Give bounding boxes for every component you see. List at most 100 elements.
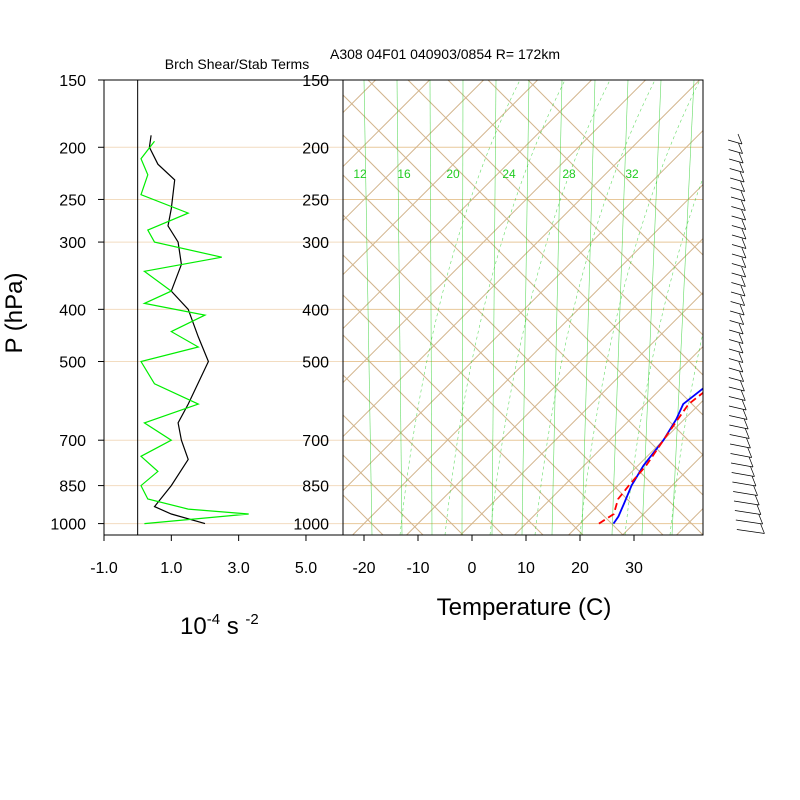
skewt-background-grid <box>0 80 800 535</box>
wind-barb <box>729 168 744 173</box>
wind-barb <box>728 377 744 382</box>
wind-barb <box>732 481 757 487</box>
isotherm <box>568 399 703 535</box>
pressure-tick-left: 400 <box>59 302 86 319</box>
temperature-dewpoint-series <box>598 387 703 525</box>
wind-barb-flag <box>741 200 746 211</box>
wind-barb <box>731 225 746 230</box>
wind-barb <box>731 253 747 259</box>
left-panel-title: Brch Shear/Stab Terms <box>165 56 309 72</box>
shear-tick-label: 3.0 <box>228 560 250 577</box>
wind-barb-flag <box>750 466 755 477</box>
wind-barb <box>729 424 749 430</box>
dry-adiabat <box>367 80 703 416</box>
temperature-axis-label: Temperature (C) <box>437 594 612 621</box>
mixing-ratio-line <box>551 80 563 535</box>
moist-adiabat <box>669 331 703 535</box>
pressure-tick-skew: 500 <box>302 355 329 372</box>
shear-tick-label: 5.0 <box>295 560 317 577</box>
wind-barb <box>730 310 745 316</box>
temperature-profile <box>612 387 703 525</box>
dry-adiabat <box>343 454 424 535</box>
moist-adiabat <box>624 177 703 535</box>
mixing-ratio-line <box>396 80 403 535</box>
dry-adiabat <box>343 334 544 535</box>
temperature-tick-label: 10 <box>517 560 535 577</box>
pressure-tick-skew: 150 <box>302 73 329 90</box>
wind-barb-flag <box>741 257 747 268</box>
run-id-title: A308 04F01 040903/0854 R= 172km <box>330 46 560 62</box>
isotherm <box>343 129 703 492</box>
isotherm <box>343 80 592 330</box>
dry-adiabat <box>343 494 384 535</box>
stab-term-line <box>139 140 249 525</box>
shear-tick-label: 1.0 <box>160 560 182 577</box>
wind-barb-flag <box>754 494 760 506</box>
wind-barb-flag <box>741 276 746 287</box>
wind-barb <box>735 519 763 525</box>
wind-barb-flag <box>738 361 744 373</box>
wind-barb <box>731 206 746 211</box>
isotherm <box>460 291 703 535</box>
wind-barb-flag <box>738 342 744 354</box>
temperature-tick-label: 30 <box>625 560 643 577</box>
mixing-ratio-line <box>429 80 433 535</box>
shear-tick-label: -1.0 <box>90 560 118 577</box>
pressure-tick-skew: 300 <box>302 235 329 252</box>
units-exponent-2: -2 <box>245 611 258 628</box>
isotherm <box>676 507 703 535</box>
wind-barb-flag <box>737 133 743 145</box>
isotherm <box>343 80 700 438</box>
wind-barb <box>733 491 758 496</box>
wind-barb-flag <box>741 247 747 259</box>
pressure-tick-skew: 850 <box>302 479 329 496</box>
shear-stab-series <box>139 135 249 525</box>
isotherm <box>343 80 430 168</box>
wind-barb-flag <box>741 266 746 278</box>
mixing-ratio-line <box>461 80 464 535</box>
mixing-ratio-label: 16 <box>397 167 411 181</box>
moist-adiabat <box>579 80 701 535</box>
mixing-ratio-line <box>611 80 629 535</box>
wind-barb-flag <box>741 219 747 230</box>
wind-barb-flag <box>740 390 746 401</box>
dry-adiabat <box>527 80 703 256</box>
isotherm <box>785 80 800 535</box>
wind-barb-flag <box>741 399 747 411</box>
wind-barb-flag <box>738 352 744 363</box>
wind-barb <box>730 196 746 202</box>
units-base: 10 <box>180 613 207 640</box>
isotherm <box>406 237 703 535</box>
wind-barb-flag <box>740 190 746 202</box>
wind-barb-flag <box>738 333 744 344</box>
wind-barb <box>731 234 747 240</box>
dry-adiabat <box>487 80 703 296</box>
wind-barb <box>729 443 751 449</box>
wind-barb <box>730 301 745 306</box>
mixing-ratio-line <box>491 80 497 535</box>
wind-barb <box>728 405 747 411</box>
wind-barb <box>730 453 752 458</box>
pressure-axis-label: P (hPa) <box>1 273 28 354</box>
wind-barb-flag <box>753 485 758 496</box>
skewt-panel-frame <box>342 79 704 536</box>
wind-barb-flag <box>744 428 750 439</box>
isotherm <box>343 80 538 276</box>
dry-adiabat <box>343 534 344 535</box>
wind-barb-flag <box>751 475 757 487</box>
wind-barb-flag <box>739 171 745 183</box>
mixing-ratio-label: 20 <box>446 167 460 181</box>
wind-barb-flag <box>742 409 748 420</box>
wind-barb <box>728 339 744 344</box>
isotherm <box>0 80 322 535</box>
wind-barb-flag <box>741 228 747 240</box>
temperature-tick-label: 0 <box>468 560 477 577</box>
moist-adiabat <box>715 80 800 535</box>
wind-barb-flag <box>739 371 744 382</box>
wind-barb-column <box>727 133 765 534</box>
wind-barb-flag <box>738 152 744 164</box>
pressure-tick-skew: 250 <box>302 192 329 209</box>
wind-barb-flag <box>740 285 746 297</box>
pressure-tick-skew: 700 <box>302 433 329 450</box>
